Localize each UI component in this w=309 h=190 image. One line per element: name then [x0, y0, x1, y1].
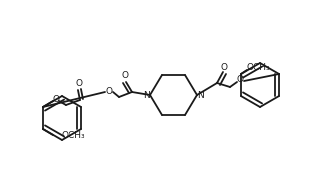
Text: OCH₃: OCH₃: [62, 131, 86, 139]
Text: O: O: [53, 96, 59, 105]
Text: N: N: [143, 90, 149, 100]
Text: OCH₃: OCH₃: [246, 63, 270, 73]
Text: O: O: [121, 71, 129, 81]
Text: N: N: [198, 90, 204, 100]
Text: O: O: [221, 63, 227, 71]
Text: O: O: [236, 75, 243, 85]
Text: O: O: [105, 86, 112, 96]
Text: O: O: [75, 78, 83, 88]
